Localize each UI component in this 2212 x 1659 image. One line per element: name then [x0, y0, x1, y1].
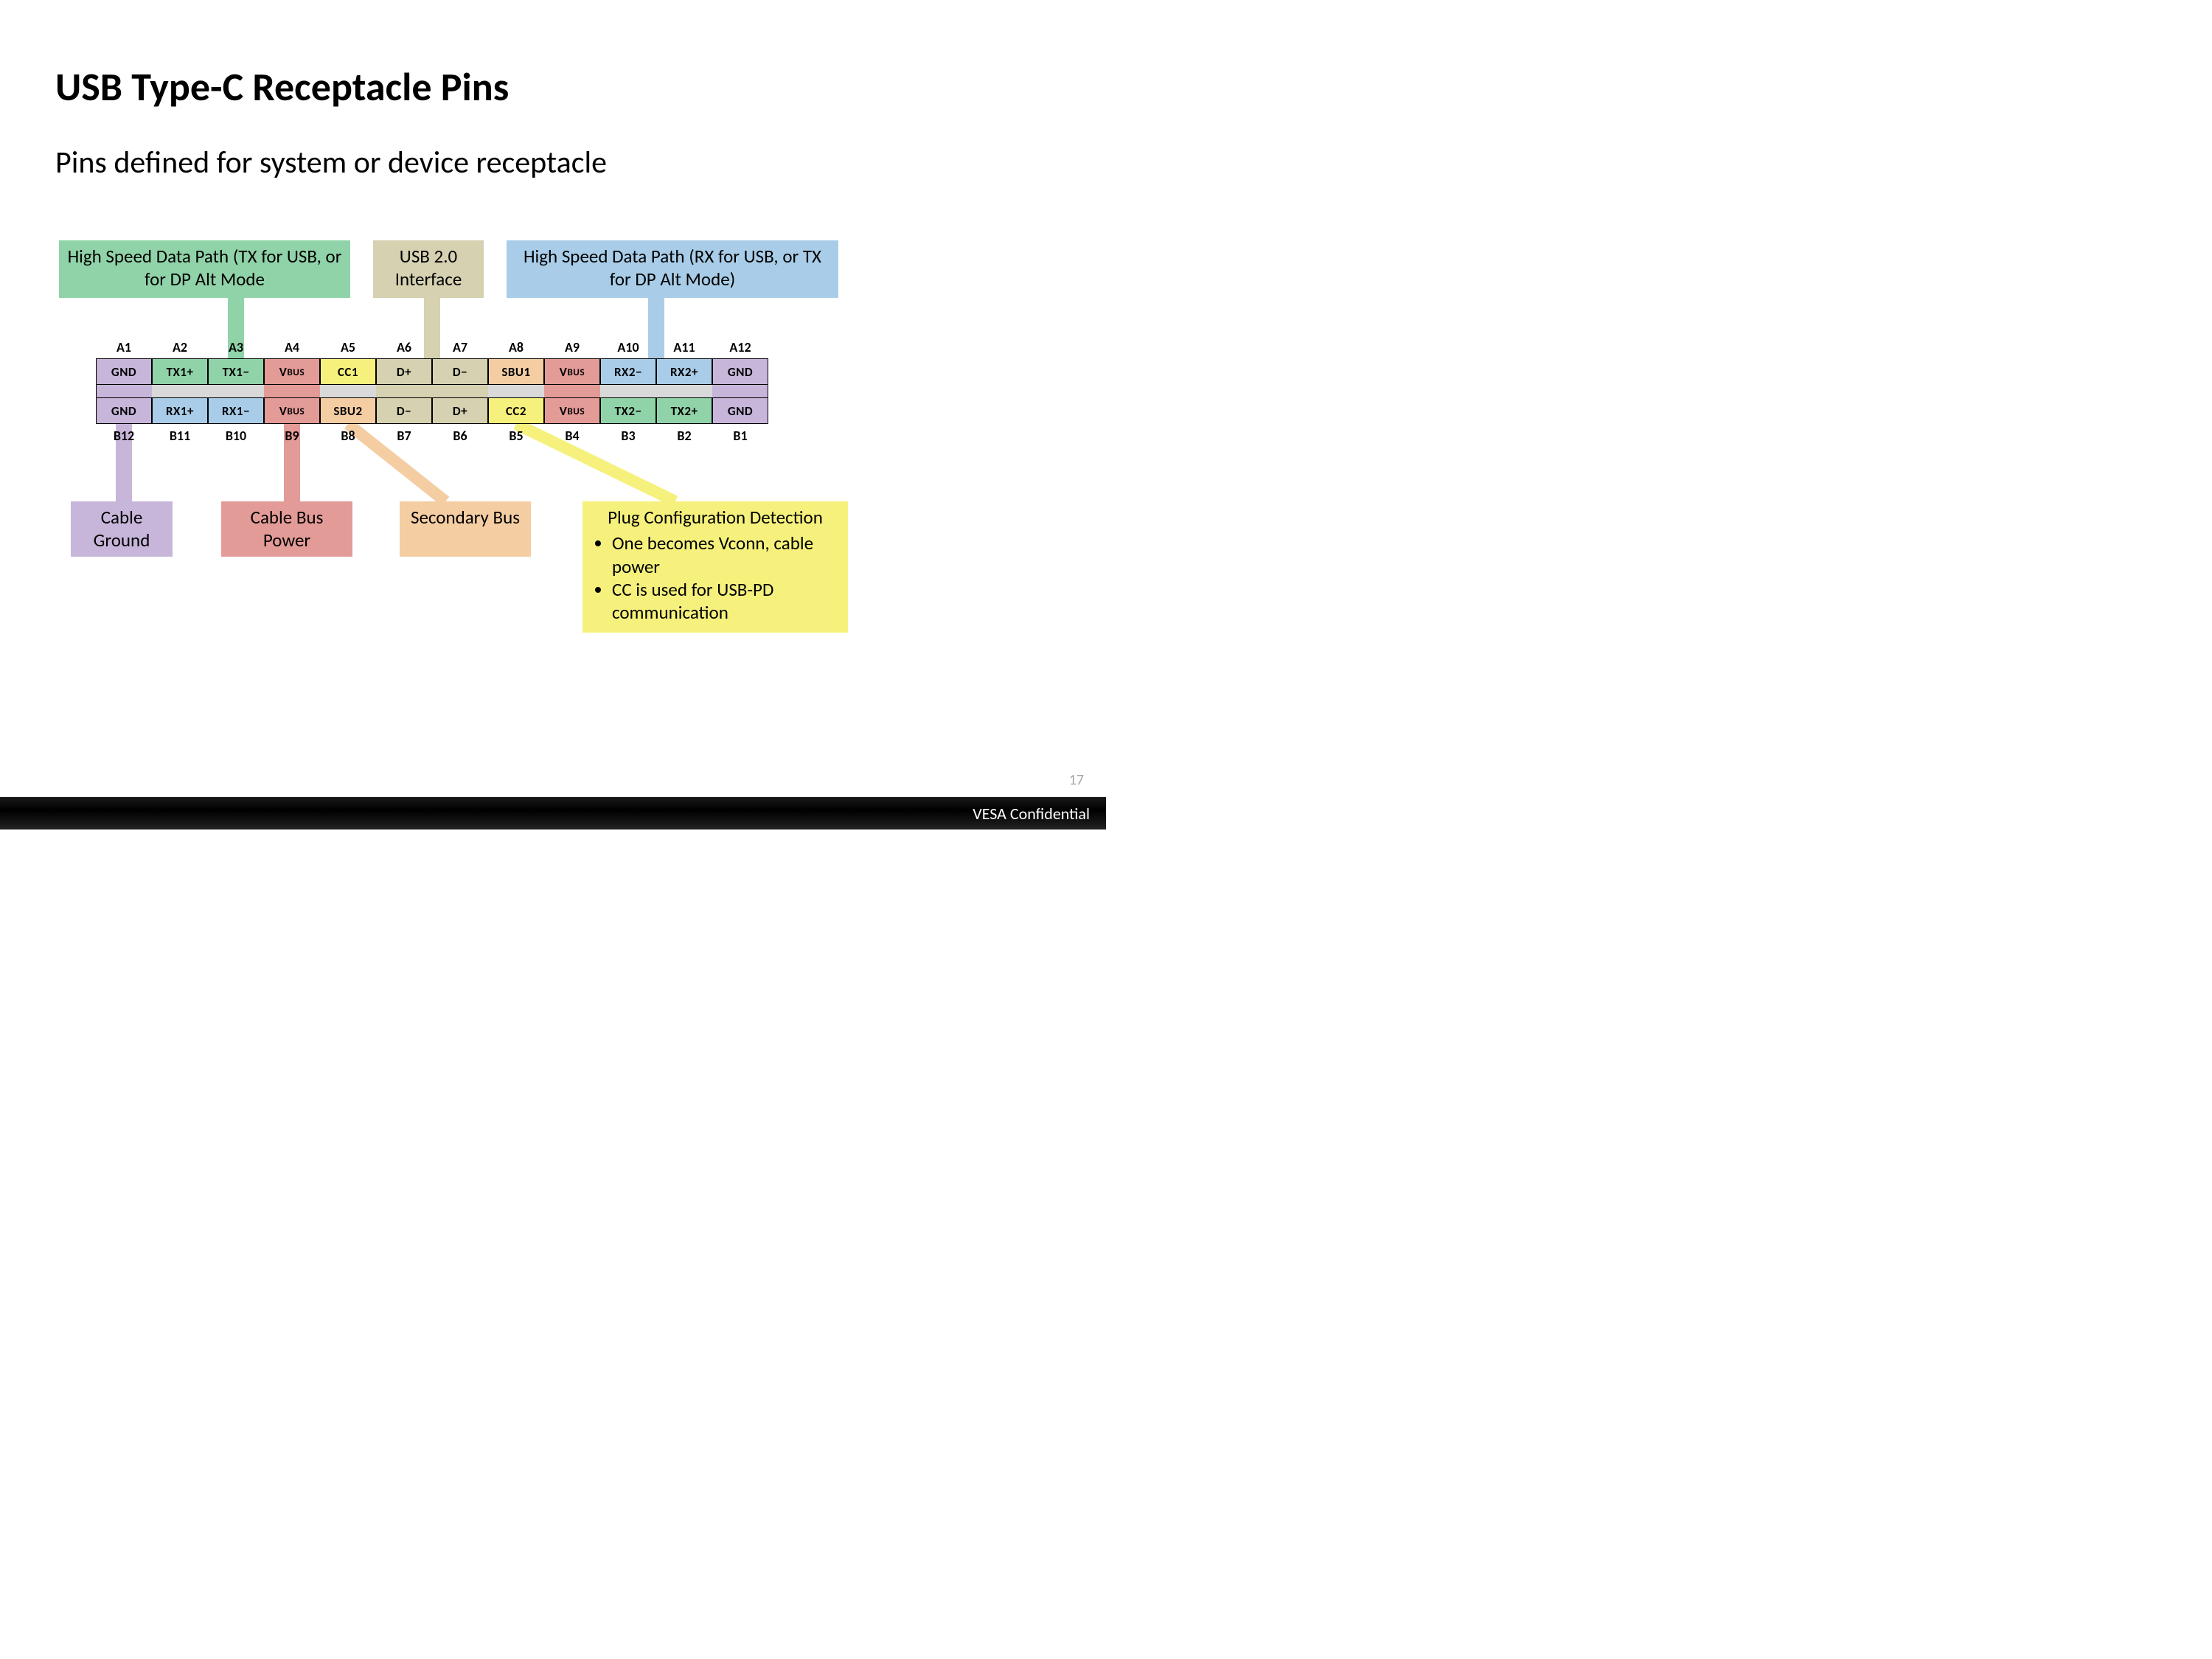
pin-cell: D− — [376, 397, 432, 424]
pin-label-a: A6 — [376, 339, 432, 355]
pin-label-b: B6 — [432, 428, 488, 444]
pin-label-a: A1 — [96, 339, 152, 355]
pin-label-b: B3 — [600, 428, 656, 444]
pin-cell: TX1+ — [152, 358, 208, 385]
pin-label-a: A7 — [432, 339, 488, 355]
pin-label-b: B12 — [96, 428, 152, 444]
pin-gap — [96, 385, 152, 397]
pin-cell: RX2+ — [656, 358, 712, 385]
pin-gap — [208, 385, 264, 397]
callout-cable-bus: Cable Bus Power — [221, 501, 352, 557]
callout-hs-tx: High Speed Data Path (TX for USB, or for… — [59, 240, 350, 298]
callout-secondary-bus: Secondary Bus — [400, 501, 531, 557]
pin-cell: VBUS — [264, 397, 320, 424]
pin-gap — [600, 385, 656, 397]
pin-label-a: A2 — [152, 339, 208, 355]
pin-gap — [152, 385, 208, 397]
callout-hs-rx: High Speed Data Path (RX for USB, or TX … — [507, 240, 838, 298]
pin-cell: RX2− — [600, 358, 656, 385]
pin-label-b: B5 — [488, 428, 544, 444]
pin-cell: TX1− — [208, 358, 264, 385]
pin-cell: SBU1 — [488, 358, 544, 385]
pin-label-b: B7 — [376, 428, 432, 444]
pin-cell: VBUS — [264, 358, 320, 385]
pin-cell: D− — [432, 358, 488, 385]
page-subtitle: Pins defined for system or device recept… — [55, 144, 607, 181]
callout-bullets: One becomes Vconn, cable powerCC is used… — [588, 532, 842, 624]
pin-label-a: A8 — [488, 339, 544, 355]
pin-gap — [712, 385, 768, 397]
slide: USB Type-C Receptacle Pins Pins defined … — [0, 0, 1106, 830]
page-title: USB Type-C Receptacle Pins — [55, 63, 509, 111]
pin-gap — [544, 385, 600, 397]
pin-label-b: B10 — [208, 428, 264, 444]
pin-label-b: B1 — [712, 428, 768, 444]
pin-cell: VBUS — [544, 358, 600, 385]
pin-gap — [264, 385, 320, 397]
pin-gap — [488, 385, 544, 397]
pin-cell: VBUS — [544, 397, 600, 424]
pin-gap — [656, 385, 712, 397]
pin-gap — [320, 385, 376, 397]
pin-cell: TX2− — [600, 397, 656, 424]
callout-bullet: One becomes Vconn, cable power — [612, 532, 842, 578]
pin-gap — [432, 385, 488, 397]
pin-label-a: A3 — [208, 339, 264, 355]
pin-cell: D+ — [432, 397, 488, 424]
pin-label-b: B2 — [656, 428, 712, 444]
pin-cell: TX2+ — [656, 397, 712, 424]
pin-label-a: A11 — [656, 339, 712, 355]
callout-heading: Plug Configuration Detection — [588, 506, 842, 529]
pin-cell: GND — [96, 358, 152, 385]
pin-label-b: B8 — [320, 428, 376, 444]
pin-gap — [376, 385, 432, 397]
pin-label-b: B9 — [264, 428, 320, 444]
pin-cell: GND — [712, 397, 768, 424]
callout-bullet: CC is used for USB-PD communication — [612, 578, 842, 625]
pin-cell: CC2 — [488, 397, 544, 424]
footer-confidential: VESA Confidential — [973, 804, 1090, 824]
pin-cell: GND — [712, 358, 768, 385]
pin-cell: D+ — [376, 358, 432, 385]
pin-cell: SBU2 — [320, 397, 376, 424]
pin-label-a: A12 — [712, 339, 768, 355]
pin-label-a: A10 — [600, 339, 656, 355]
callout-plug-config: Plug Configuration Detection One becomes … — [582, 501, 848, 633]
pin-label-b: B4 — [544, 428, 600, 444]
pin-cell: RX1− — [208, 397, 264, 424]
pin-label-a: A5 — [320, 339, 376, 355]
pin-label-b: B11 — [152, 428, 208, 444]
pin-label-a: A4 — [264, 339, 320, 355]
callout-cable-gnd: Cable Ground — [71, 501, 173, 557]
page-number: 17 — [1069, 771, 1084, 789]
pin-label-a: A9 — [544, 339, 600, 355]
footer-bar: VESA Confidential — [0, 797, 1106, 830]
pin-cell: RX1+ — [152, 397, 208, 424]
pin-cell: GND — [96, 397, 152, 424]
callout-usb20: USB 2.0 Interface — [373, 240, 484, 298]
pin-cell: CC1 — [320, 358, 376, 385]
